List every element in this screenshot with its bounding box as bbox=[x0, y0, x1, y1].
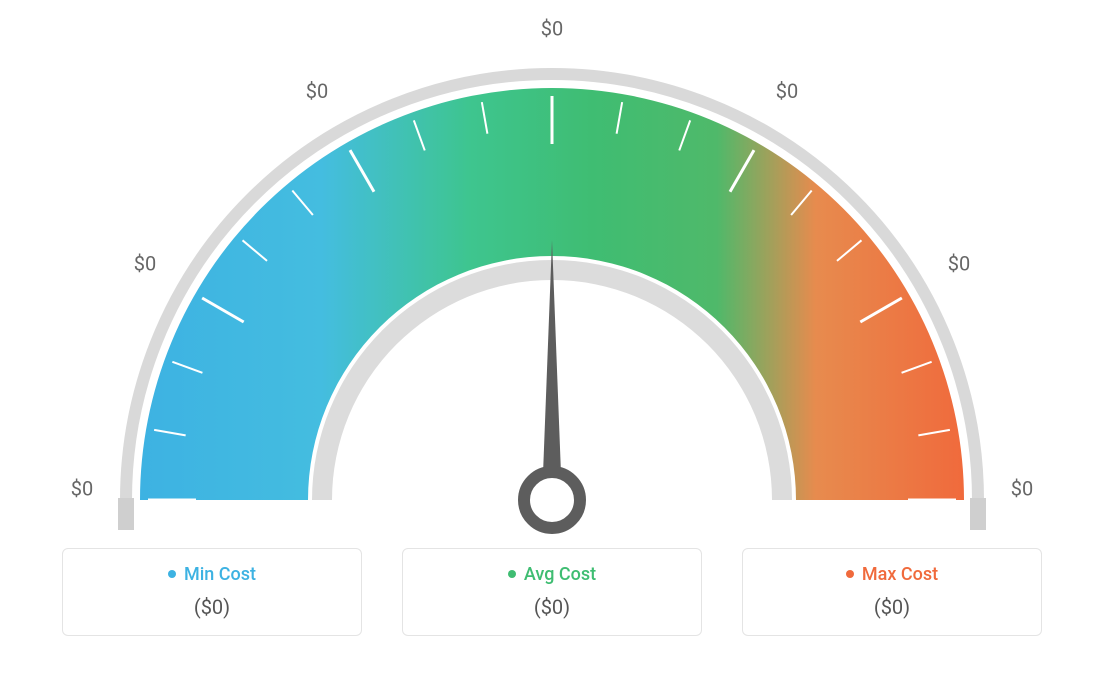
legend-row: Min Cost ($0) Avg Cost ($0) Max Cost ($0… bbox=[0, 548, 1104, 636]
gauge-tick-label: $0 bbox=[948, 251, 970, 275]
gauge-stage: $0 $0 $0 $0 $0 $0 $0 bbox=[0, 0, 1104, 540]
legend-label: Max Cost bbox=[862, 564, 938, 585]
cost-gauge-chart: $0 $0 $0 $0 $0 $0 $0 Min Cost ($0) Avg Cost ($… bbox=[0, 0, 1104, 690]
dot-icon bbox=[168, 570, 176, 578]
legend-label: Min Cost bbox=[184, 564, 256, 585]
gauge-svg: $0 $0 $0 $0 $0 $0 $0 bbox=[0, 0, 1104, 560]
gauge-tick-label: $0 bbox=[306, 79, 328, 103]
legend-value: ($0) bbox=[63, 595, 361, 619]
gauge-tick-label: $0 bbox=[71, 476, 93, 500]
legend-value: ($0) bbox=[743, 595, 1041, 619]
legend-label: Avg Cost bbox=[524, 564, 596, 585]
gauge-tick-label: $0 bbox=[776, 79, 798, 103]
gauge-tick-label: $0 bbox=[134, 251, 156, 275]
gauge-tick-label: $0 bbox=[541, 16, 563, 40]
legend-title-avg: Avg Cost bbox=[508, 564, 596, 585]
gauge-tick-label: $0 bbox=[1011, 476, 1033, 500]
dot-icon bbox=[846, 570, 854, 578]
dot-icon bbox=[508, 570, 516, 578]
legend-card-min: Min Cost ($0) bbox=[62, 548, 362, 636]
legend-title-max: Max Cost bbox=[846, 564, 938, 585]
legend-value: ($0) bbox=[403, 595, 701, 619]
legend-card-avg: Avg Cost ($0) bbox=[402, 548, 702, 636]
legend-title-min: Min Cost bbox=[168, 564, 256, 585]
legend-card-max: Max Cost ($0) bbox=[742, 548, 1042, 636]
